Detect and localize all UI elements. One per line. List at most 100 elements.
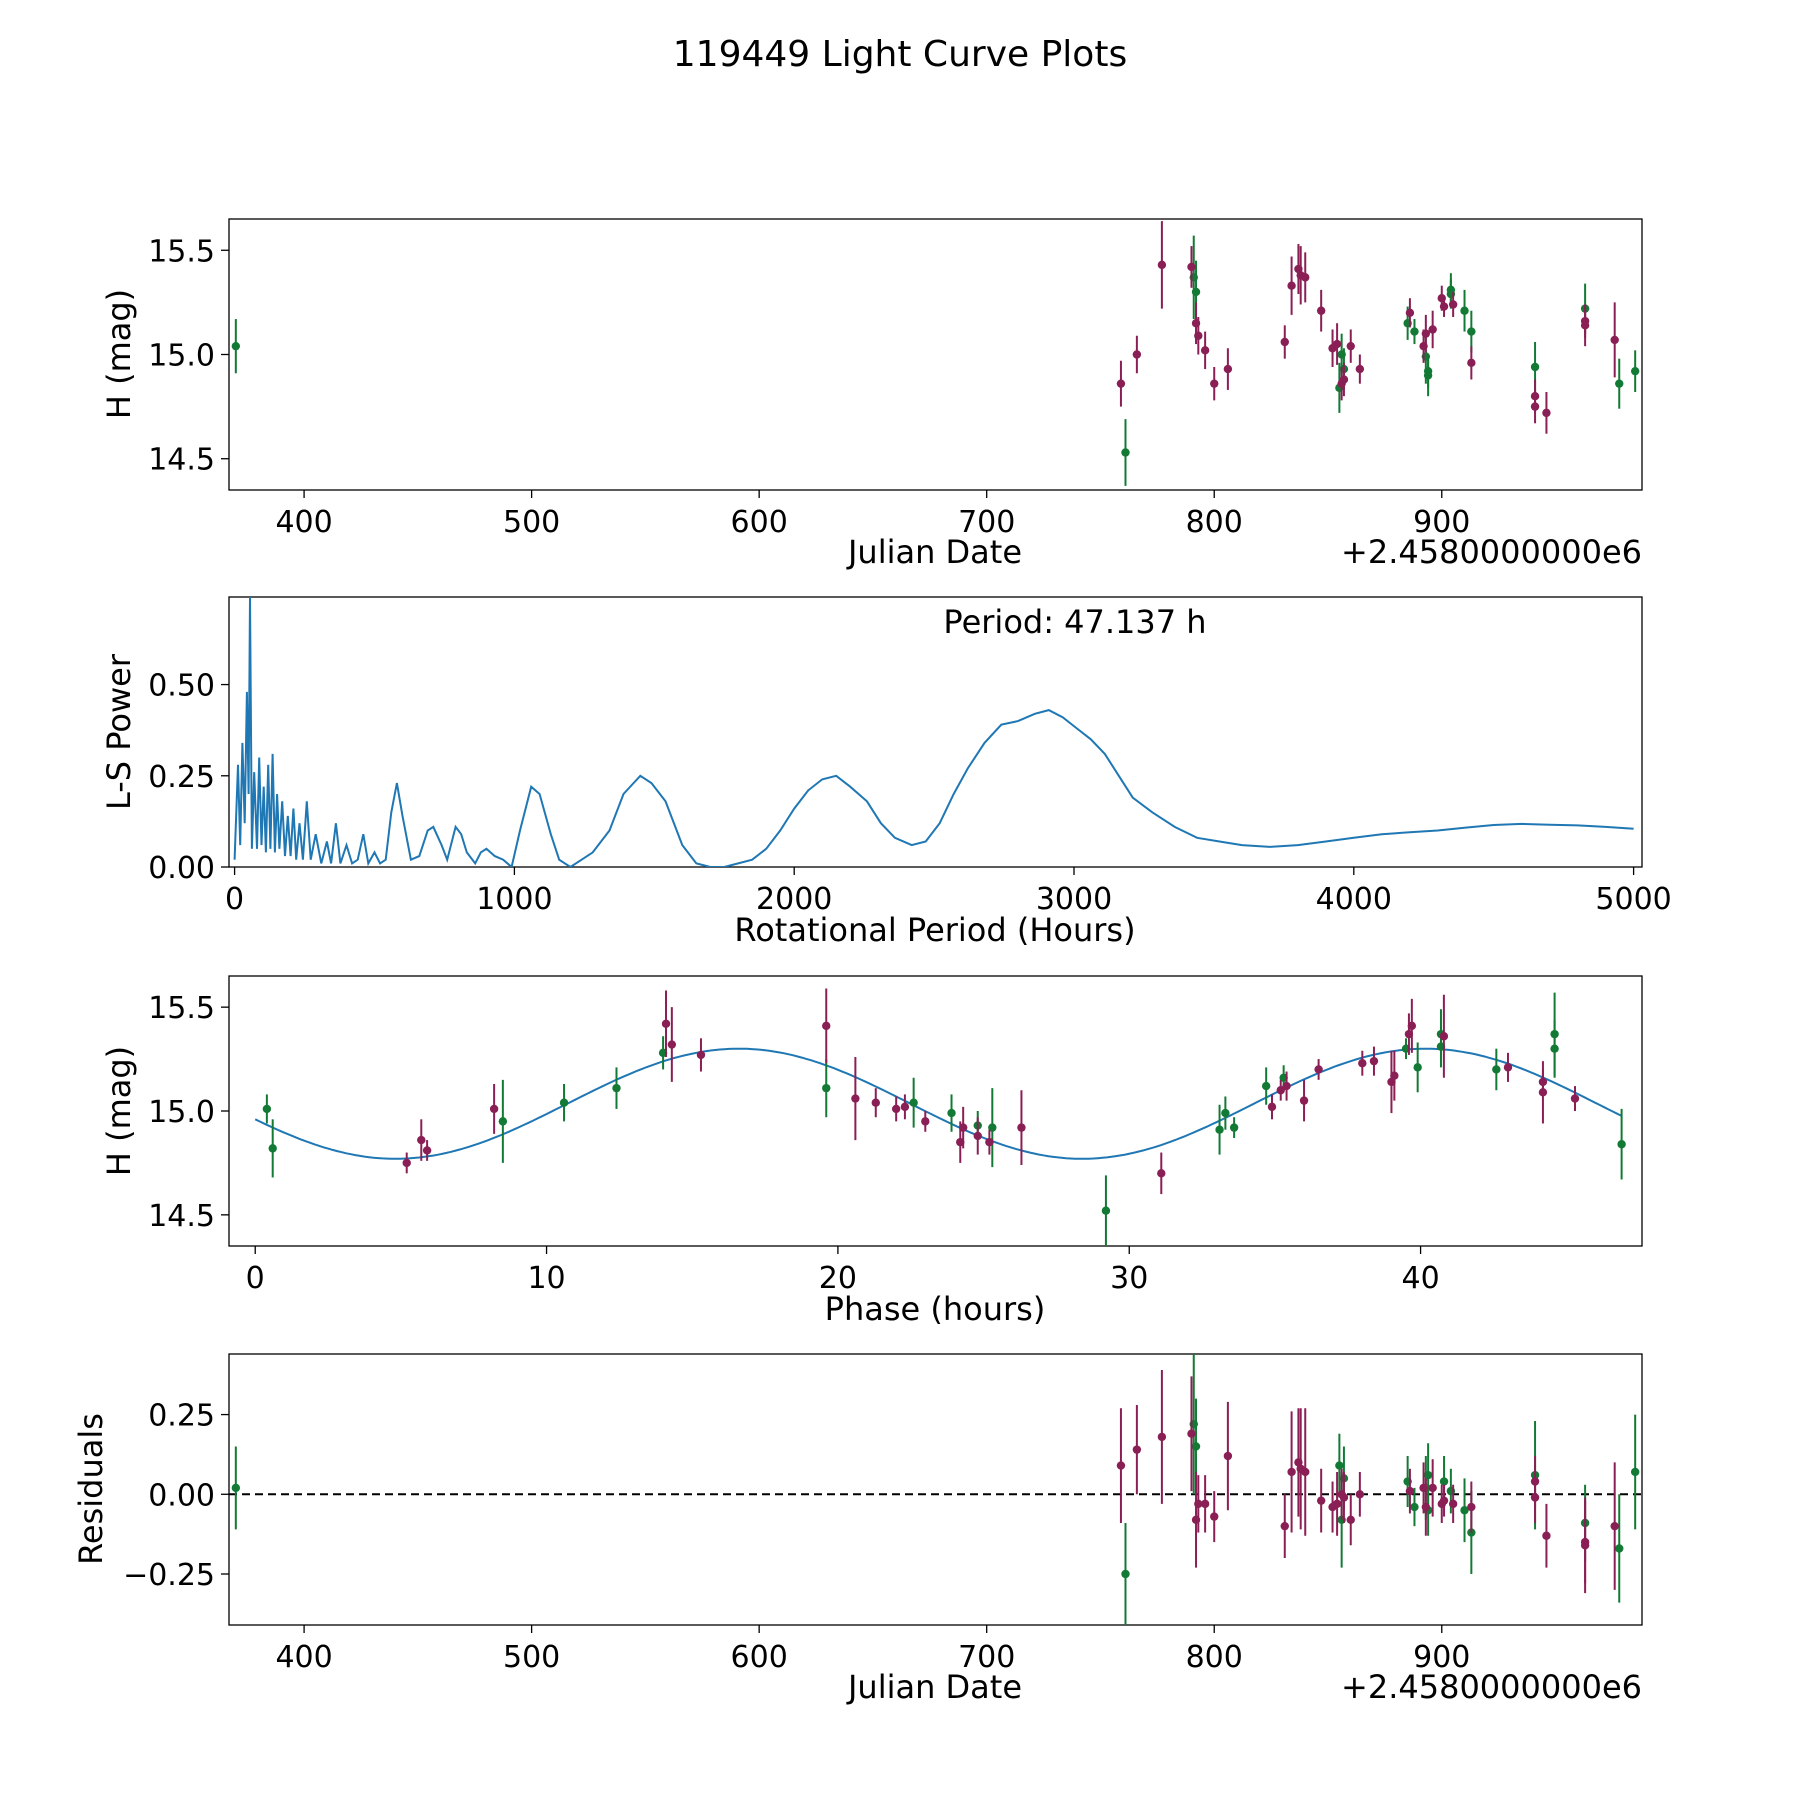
phase-point xyxy=(1358,1059,1367,1068)
phase-point xyxy=(1407,1021,1417,1031)
phase-point xyxy=(1221,1108,1230,1118)
lightcurve-panel: Julian Date H (mag) +2.4580000000e6 xyxy=(100,218,1643,571)
phase-point xyxy=(262,1104,272,1114)
period-annotation: Period: 47.137 h xyxy=(943,603,1206,641)
phase-point xyxy=(661,1019,671,1028)
phase-xtick-label: 0 xyxy=(246,1261,265,1296)
lc-point xyxy=(1542,408,1551,418)
phase-point xyxy=(268,1144,277,1153)
phase-point xyxy=(1492,1065,1501,1074)
phase-point xyxy=(1215,1125,1224,1134)
phase-point xyxy=(973,1131,982,1141)
res-point xyxy=(1410,1502,1419,1512)
phase-ytick-label: 15.5 xyxy=(148,991,215,1026)
res-point xyxy=(1280,1521,1289,1531)
lc-point xyxy=(1157,260,1167,270)
res-point xyxy=(1615,1544,1624,1553)
phase-ylabel: H (mag) xyxy=(100,1046,138,1176)
phase-xtick-label: 10 xyxy=(527,1261,565,1296)
res-point xyxy=(1339,1493,1349,1502)
res-point xyxy=(1439,1477,1449,1486)
phase-point xyxy=(822,1021,831,1031)
phase-point xyxy=(909,1098,918,1107)
phase-point xyxy=(1299,1096,1309,1105)
phase-point xyxy=(489,1104,499,1114)
lc-point xyxy=(1301,273,1310,282)
res-point xyxy=(1610,1521,1619,1531)
res-point xyxy=(1191,1442,1201,1451)
res-data xyxy=(231,1354,1640,1625)
ls-xtick-label: 5000 xyxy=(1595,882,1671,917)
phase-point xyxy=(1276,1086,1285,1095)
ls-ytick-label: 0.50 xyxy=(148,669,215,704)
phase-point xyxy=(1617,1140,1626,1149)
res-point xyxy=(1301,1467,1310,1477)
res-xtick-label: 700 xyxy=(958,1640,1015,1675)
residuals-ylabel: Residuals xyxy=(72,1413,110,1565)
lc-point xyxy=(1467,358,1476,368)
res-point xyxy=(1405,1486,1415,1496)
phase-point xyxy=(422,1146,432,1155)
lc-point xyxy=(1580,316,1590,326)
lightcurve-offset-text: +2.4580000000e6 xyxy=(1341,533,1642,571)
phase-point xyxy=(1101,1206,1111,1215)
lc-ytick-label: 15.0 xyxy=(148,339,215,374)
res-point xyxy=(1332,1499,1342,1509)
res-point xyxy=(1194,1499,1203,1509)
phase-point xyxy=(402,1158,411,1168)
lc-point xyxy=(1530,362,1540,372)
ls-xtick-label: 3000 xyxy=(1036,882,1112,917)
periodogram-panel: Period: 47.137 h Rotational Period (Hour… xyxy=(100,596,1643,949)
res-ytick-label: 0.00 xyxy=(148,1478,215,1513)
phase-point xyxy=(1390,1071,1399,1080)
phase-point xyxy=(1282,1081,1291,1091)
res-point xyxy=(1421,1502,1431,1512)
lc-xtick-label: 700 xyxy=(958,505,1015,540)
phase-ytick-label: 15.0 xyxy=(148,1095,215,1130)
phase-point xyxy=(498,1117,508,1126)
lc-point xyxy=(1439,302,1449,311)
res-point xyxy=(1439,1496,1449,1505)
lc-point xyxy=(1610,335,1619,345)
residuals-frame xyxy=(228,1353,1643,1626)
phase-xtick-label: 40 xyxy=(1401,1261,1439,1296)
lc-point xyxy=(1448,300,1458,309)
res-xtick-label: 800 xyxy=(1186,1640,1243,1675)
lc-point xyxy=(1405,308,1415,318)
lightcurve-frame xyxy=(228,218,1643,491)
lc-point xyxy=(1423,371,1433,380)
res-point xyxy=(1210,1512,1219,1521)
lc-point xyxy=(1630,366,1640,376)
res-point xyxy=(1157,1432,1167,1442)
phase-point xyxy=(900,1102,910,1112)
res-point xyxy=(1580,1541,1590,1550)
phase-point xyxy=(1538,1088,1548,1097)
res-point xyxy=(1467,1528,1476,1537)
phase-point xyxy=(1570,1094,1580,1103)
res-point xyxy=(1287,1467,1296,1477)
phase-point xyxy=(667,1040,677,1049)
res-point xyxy=(1187,1429,1196,1438)
phase-point xyxy=(696,1050,706,1060)
figure-title: 119449 Light Curve Plots xyxy=(673,34,1127,75)
lc-point xyxy=(1280,337,1289,347)
res-ytick-label: −0.25 xyxy=(123,1558,215,1593)
res-point xyxy=(1423,1470,1433,1480)
ls-xtick-label: 0 xyxy=(225,882,244,917)
periodogram-ylabel: L-S Power xyxy=(100,653,138,810)
lc-point xyxy=(1191,287,1201,297)
residuals-offset-text: +2.4580000000e6 xyxy=(1341,1668,1642,1706)
res-point xyxy=(1630,1467,1640,1477)
ls-ytick-label: 0.00 xyxy=(148,851,215,886)
phase-point xyxy=(1267,1102,1277,1112)
res-point xyxy=(1316,1496,1326,1505)
lc-point xyxy=(1121,448,1130,457)
lc-xtick-label: 400 xyxy=(275,505,332,540)
res-point xyxy=(1346,1515,1355,1524)
phase-point xyxy=(559,1098,569,1107)
lc-point xyxy=(231,341,241,351)
ls-xtick-label: 4000 xyxy=(1316,882,1392,917)
ls-xtick-label: 2000 xyxy=(756,882,832,917)
lc-point xyxy=(1615,379,1624,388)
phase-point xyxy=(1503,1063,1513,1072)
